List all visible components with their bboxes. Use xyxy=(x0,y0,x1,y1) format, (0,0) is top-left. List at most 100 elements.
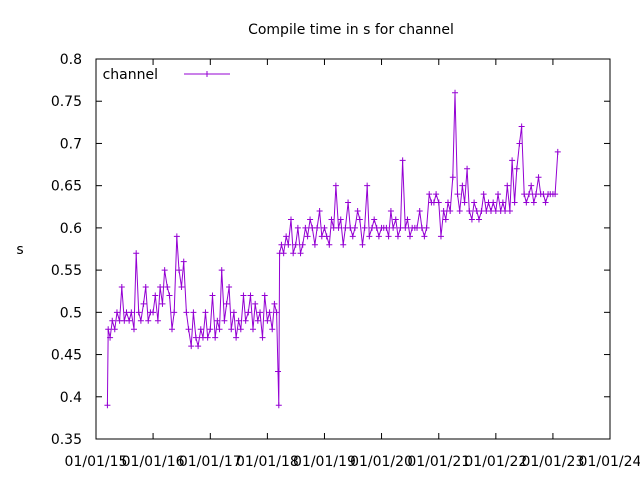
data-point xyxy=(245,309,252,316)
data-point xyxy=(316,208,323,214)
data-point xyxy=(406,233,413,240)
data-point xyxy=(426,191,433,198)
data-point xyxy=(471,199,478,206)
data-point xyxy=(230,309,237,316)
data-point xyxy=(202,309,209,316)
data-point xyxy=(518,123,525,130)
x-tick-label: 01/01/24 xyxy=(579,454,640,470)
data-point xyxy=(183,309,190,316)
data-point xyxy=(168,326,175,333)
x-axis: 01/01/1501/01/1601/01/1701/01/1801/01/19… xyxy=(65,59,640,470)
data-point xyxy=(490,199,497,206)
data-point xyxy=(354,208,361,214)
y-axis-label: s xyxy=(16,242,23,258)
plot-frame xyxy=(95,58,611,440)
data-point xyxy=(459,182,466,189)
data-point xyxy=(392,216,399,223)
y-tick-label: 0.55 xyxy=(51,263,82,279)
data-point xyxy=(552,191,559,198)
data-point xyxy=(152,292,159,299)
data-point xyxy=(461,199,468,206)
data-point xyxy=(361,224,368,231)
data-point xyxy=(235,317,242,324)
data-point xyxy=(109,317,116,324)
data-point xyxy=(204,334,211,341)
data-point xyxy=(311,241,318,248)
data-point xyxy=(290,250,297,257)
data-point xyxy=(554,148,561,155)
data-point xyxy=(161,267,168,274)
data-point xyxy=(416,208,423,214)
data-point xyxy=(278,241,285,248)
y-axis: 0.35 0.4 0.45 0.5 0.55 0.6 0.65 0.7 0.75 0.8 xyxy=(51,52,610,448)
data-point xyxy=(464,165,471,172)
data-point xyxy=(135,309,142,316)
data-point xyxy=(402,224,409,231)
data-point xyxy=(495,191,502,198)
data-point xyxy=(212,334,219,341)
data-point xyxy=(394,233,401,240)
x-tick-label: 01/01/22 xyxy=(464,454,527,470)
data-point xyxy=(456,208,463,214)
data-point xyxy=(535,174,542,181)
data-point xyxy=(226,284,233,290)
data-point xyxy=(216,326,223,333)
data-point xyxy=(294,224,301,231)
x-tick-label: 01/01/16 xyxy=(122,454,185,470)
data-point xyxy=(159,300,166,307)
data-point xyxy=(437,233,444,240)
y-tick-label: 0.5 xyxy=(60,305,82,321)
data-point xyxy=(126,317,133,324)
data-point xyxy=(351,224,358,231)
data-point xyxy=(285,241,292,248)
data-point xyxy=(449,174,456,181)
data-point xyxy=(371,216,378,223)
data-point xyxy=(228,326,235,333)
data-point xyxy=(218,267,225,274)
data-point xyxy=(249,326,256,333)
data-point xyxy=(421,233,428,240)
data-point xyxy=(454,191,461,198)
data-point xyxy=(142,284,149,290)
data-point xyxy=(332,182,339,189)
x-tick-label: 01/01/20 xyxy=(350,454,413,470)
data-point xyxy=(307,216,314,223)
data-point xyxy=(511,199,518,206)
data-point xyxy=(442,216,449,223)
data-point xyxy=(105,326,112,333)
data-point xyxy=(302,224,309,231)
data-point xyxy=(266,309,273,316)
data-point xyxy=(207,326,214,333)
data-point xyxy=(247,292,254,299)
data-point xyxy=(195,343,202,350)
data-point xyxy=(383,224,390,231)
data-point xyxy=(304,233,311,240)
y-tick-label: 0.45 xyxy=(51,348,82,364)
data-point xyxy=(130,326,137,333)
data-point xyxy=(509,157,516,164)
data-point xyxy=(499,199,506,206)
data-point xyxy=(283,233,290,240)
x-tick-label: 01/01/21 xyxy=(407,454,470,470)
data-point xyxy=(111,326,118,333)
data-point xyxy=(326,241,333,248)
data-point xyxy=(254,317,261,324)
data-point xyxy=(335,224,342,231)
data-point xyxy=(242,317,249,324)
data-point xyxy=(209,292,216,299)
data-point xyxy=(328,216,335,223)
x-tick-label: 01/01/23 xyxy=(521,454,584,470)
data-point xyxy=(475,216,482,223)
data-point xyxy=(145,317,152,324)
data-point xyxy=(104,402,111,409)
data-point xyxy=(504,182,511,189)
data-point xyxy=(447,208,454,214)
data-point xyxy=(323,233,330,240)
data-point xyxy=(468,216,475,223)
data-point xyxy=(435,199,442,206)
data-point xyxy=(340,241,347,248)
legend-label: channel xyxy=(103,67,158,83)
data-point xyxy=(128,309,135,316)
